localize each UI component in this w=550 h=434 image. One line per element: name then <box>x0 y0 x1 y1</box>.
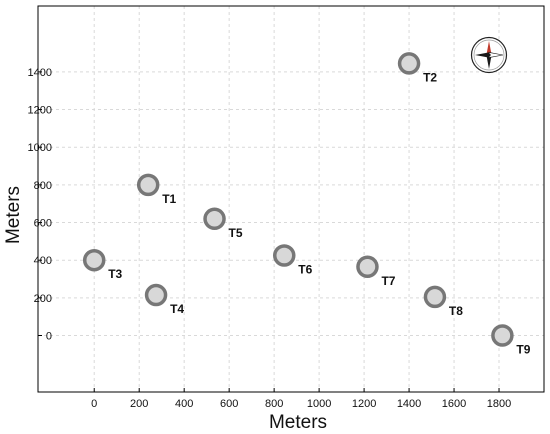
point-marker <box>144 283 168 307</box>
point-marker <box>273 244 296 267</box>
point-label: T4 <box>170 302 184 316</box>
point-marker <box>136 173 160 197</box>
y-tick-label: 0 <box>46 331 52 343</box>
point-label: T3 <box>108 267 122 281</box>
compass-rose-icon <box>470 36 508 74</box>
y-tick-label: 200 <box>34 293 52 305</box>
point-marker <box>356 255 379 279</box>
plot-frame <box>37 5 545 393</box>
point-marker <box>397 52 421 75</box>
data-points: T1 T2 T3 T4 T5 T6 T7 T8 T9 <box>82 52 531 357</box>
point-label: T5 <box>229 226 243 240</box>
data-point: T3 <box>82 248 123 281</box>
grid-layer <box>38 6 544 392</box>
y-tick-label: 800 <box>34 180 52 192</box>
point-label: T8 <box>449 304 463 318</box>
data-point: T9 <box>491 324 531 357</box>
x-axis-ticks: 0 200 400 600 800 1000 1200 1400 1600 1800 <box>91 388 511 410</box>
point-marker <box>82 248 106 272</box>
point-label: T6 <box>298 262 312 276</box>
point-marker <box>203 207 226 231</box>
y-tick-label: 400 <box>34 255 52 267</box>
point-label: T1 <box>162 192 176 206</box>
data-point: T7 <box>356 255 396 288</box>
x-tick-label: 1600 <box>442 398 466 410</box>
data-point: T8 <box>423 285 463 318</box>
data-point: T4 <box>144 283 184 316</box>
y-tick-label: 600 <box>34 218 52 230</box>
y-axis-ticks: 0 200 400 600 800 1000 1200 1400 <box>28 67 52 343</box>
point-label: T2 <box>423 70 437 84</box>
x-tick-label: 1400 <box>397 398 421 410</box>
x-tick-label: 0 <box>91 398 97 410</box>
data-point: T5 <box>203 207 243 240</box>
x-tick-label: 600 <box>220 398 238 410</box>
y-tick-label: 1200 <box>28 105 52 117</box>
point-label: T7 <box>381 274 395 288</box>
x-tick-label: 800 <box>265 398 283 410</box>
x-tick-label: 1200 <box>352 398 376 410</box>
x-axis-title: Meters <box>269 412 327 433</box>
x-tick-label: 400 <box>175 398 193 410</box>
x-tick-label: 1000 <box>307 398 331 410</box>
point-marker <box>491 324 514 347</box>
data-point: T2 <box>397 52 437 84</box>
data-point: T6 <box>273 244 313 276</box>
x-tick-label: 1800 <box>487 398 511 410</box>
point-marker <box>423 285 447 309</box>
y-axis-title: Meters <box>3 186 24 244</box>
x-tick-label: 200 <box>130 398 148 410</box>
y-tick-label: 1400 <box>28 67 52 79</box>
data-point: T1 <box>136 173 177 206</box>
y-tick-label: 1000 <box>28 142 52 154</box>
point-label: T9 <box>516 343 530 357</box>
